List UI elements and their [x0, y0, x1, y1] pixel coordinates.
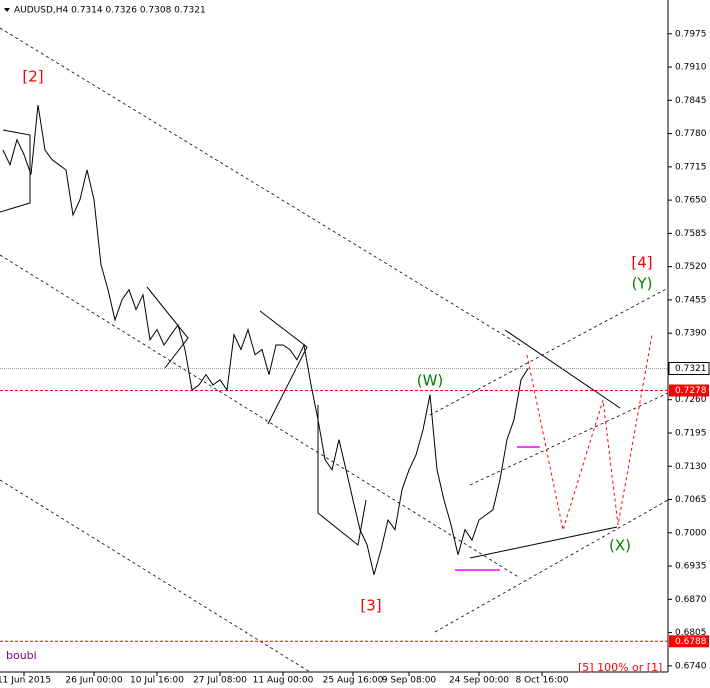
dropdown-icon	[4, 8, 10, 12]
channel-lines	[0, 27, 669, 673]
price-label-box	[669, 635, 709, 648]
y-tick-label: 0.6740	[675, 661, 707, 671]
y-tick-label: 0.7455	[675, 295, 707, 305]
y-tick-label: 0.6935	[675, 562, 707, 572]
wave-lines	[0, 129, 621, 559]
chart-title: AUDUSD,H4 0.7314 0.7326 0.7308 0.7321	[14, 6, 206, 16]
y-tick-label: 0.7715	[675, 162, 707, 172]
x-tick-label: 24 Sep 00:00	[449, 676, 509, 686]
x-tick-label: 8 Oct 16:00	[516, 676, 569, 686]
y-tick-label: 0.7000	[675, 528, 707, 538]
x-tick-label: 10 Jul 16:00	[130, 676, 184, 686]
x-tick-label: 25 Aug 16:00	[323, 676, 384, 686]
price-label: 0.6788	[675, 637, 707, 647]
y-tick-label: 0.7585	[675, 229, 707, 239]
y-tick-label: 0.6805	[675, 628, 707, 638]
annotation: [4]	[631, 254, 652, 272]
price-label-box	[668, 361, 710, 375]
y-tick-label: 0.7780	[675, 129, 707, 139]
y-tick-label: 0.7910	[675, 63, 707, 73]
projection	[526, 334, 653, 531]
y-tick-label: 0.7065	[675, 495, 707, 505]
annotation: (W)	[417, 372, 444, 390]
y-tick-label: 0.7520	[675, 262, 707, 272]
y-tick-label: 0.7260	[675, 395, 707, 405]
price-label: 0.7278	[675, 386, 707, 396]
price-label-box	[669, 384, 709, 397]
price-line-series	[2, 104, 529, 575]
x-tick-label: 27 Jul 08:00	[193, 676, 247, 686]
annotation: boubi	[6, 649, 37, 662]
y-tick-label: 0.7650	[675, 196, 707, 206]
y-tick-label: 0.7195	[675, 428, 707, 438]
y-tick-label: 0.7390	[675, 329, 707, 339]
annotation: (Y)	[632, 275, 653, 293]
annotation: [3]	[360, 597, 381, 615]
y-tick-label: 0.6870	[675, 595, 707, 605]
y-tick-label: 0.7130	[675, 462, 707, 472]
y-tick-label: 0.7975	[675, 29, 707, 39]
y-tick-label: 0.7845	[675, 96, 707, 106]
x-tick-label: 11 Jun 2015	[0, 676, 51, 686]
price-label: 0.7321	[675, 364, 707, 374]
x-tick-label: 11 Aug 00:00	[253, 676, 314, 686]
x-tick-label: 26 Jun 00:00	[65, 676, 122, 686]
annotation: [5] 100% or [1]	[578, 661, 662, 674]
annotation: (X)	[609, 537, 631, 555]
annotation: [2]	[22, 68, 43, 86]
x-tick-label: 9 Sep 08:00	[382, 676, 437, 686]
